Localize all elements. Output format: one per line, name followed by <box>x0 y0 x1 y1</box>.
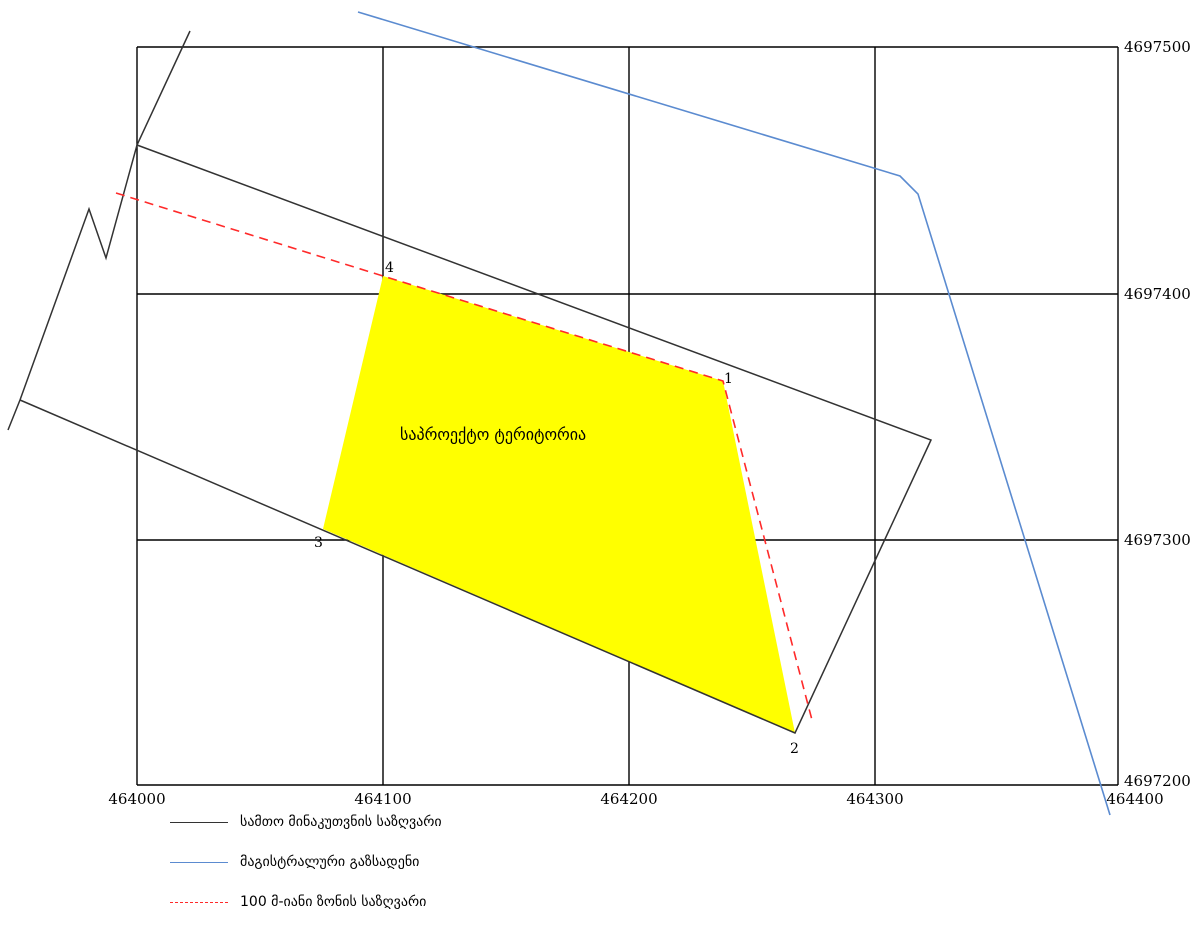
legend-swatch-zone-boundary <box>170 901 228 903</box>
legend-item-pipeline: მაგისტრალური გაზსადენი <box>170 852 570 872</box>
land-boundary-line <box>7 30 191 431</box>
legend-label-pipeline: მაგისტრალური გაზსადენი <box>240 854 420 870</box>
legend-item-zone-boundary: 100 მ-იანი ზონის საზღვარი <box>170 892 570 912</box>
legend: სამთო მინაკუთვნის საზღვარი მაგისტრალური … <box>170 812 570 932</box>
legend-label-zone-boundary: 100 მ-იანი ზონის საზღვარი <box>240 894 427 910</box>
vertex-label-3: 3 <box>314 535 323 551</box>
vertex-label-2: 2 <box>790 741 799 757</box>
gas-pipeline <box>357 11 1111 816</box>
y-tick-4697500: 4697500 <box>1124 38 1191 56</box>
vertex-label-1: 1 <box>724 371 733 387</box>
x-tick-464400: 464400 <box>1106 790 1163 808</box>
y-tick-4697400: 4697400 <box>1124 285 1191 303</box>
x-tick-464200: 464200 <box>600 790 657 808</box>
legend-swatch-land-boundary <box>170 821 228 823</box>
x-tick-464100: 464100 <box>354 790 411 808</box>
x-tick-464300: 464300 <box>846 790 903 808</box>
legend-item-land-boundary: სამთო მინაკუთვნის საზღვარი <box>170 812 570 832</box>
land-allotment-boundary <box>7 30 933 734</box>
project-area <box>323 276 795 733</box>
x-tick-464000: 464000 <box>108 790 165 808</box>
zone-boundary <box>115 192 813 721</box>
legend-label-land-boundary: სამთო მინაკუთვნის საზღვარი <box>240 814 442 830</box>
land-boundary-polygon <box>19 144 933 734</box>
project-area-label: საპროექტო ტერიტორია <box>400 425 586 444</box>
legend-swatch-pipeline <box>170 861 228 863</box>
vertex-label-4: 4 <box>385 260 394 276</box>
y-tick-4697300: 4697300 <box>1124 531 1191 549</box>
coordinate-grid <box>136 46 1119 786</box>
y-tick-4697200: 4697200 <box>1124 772 1191 790</box>
